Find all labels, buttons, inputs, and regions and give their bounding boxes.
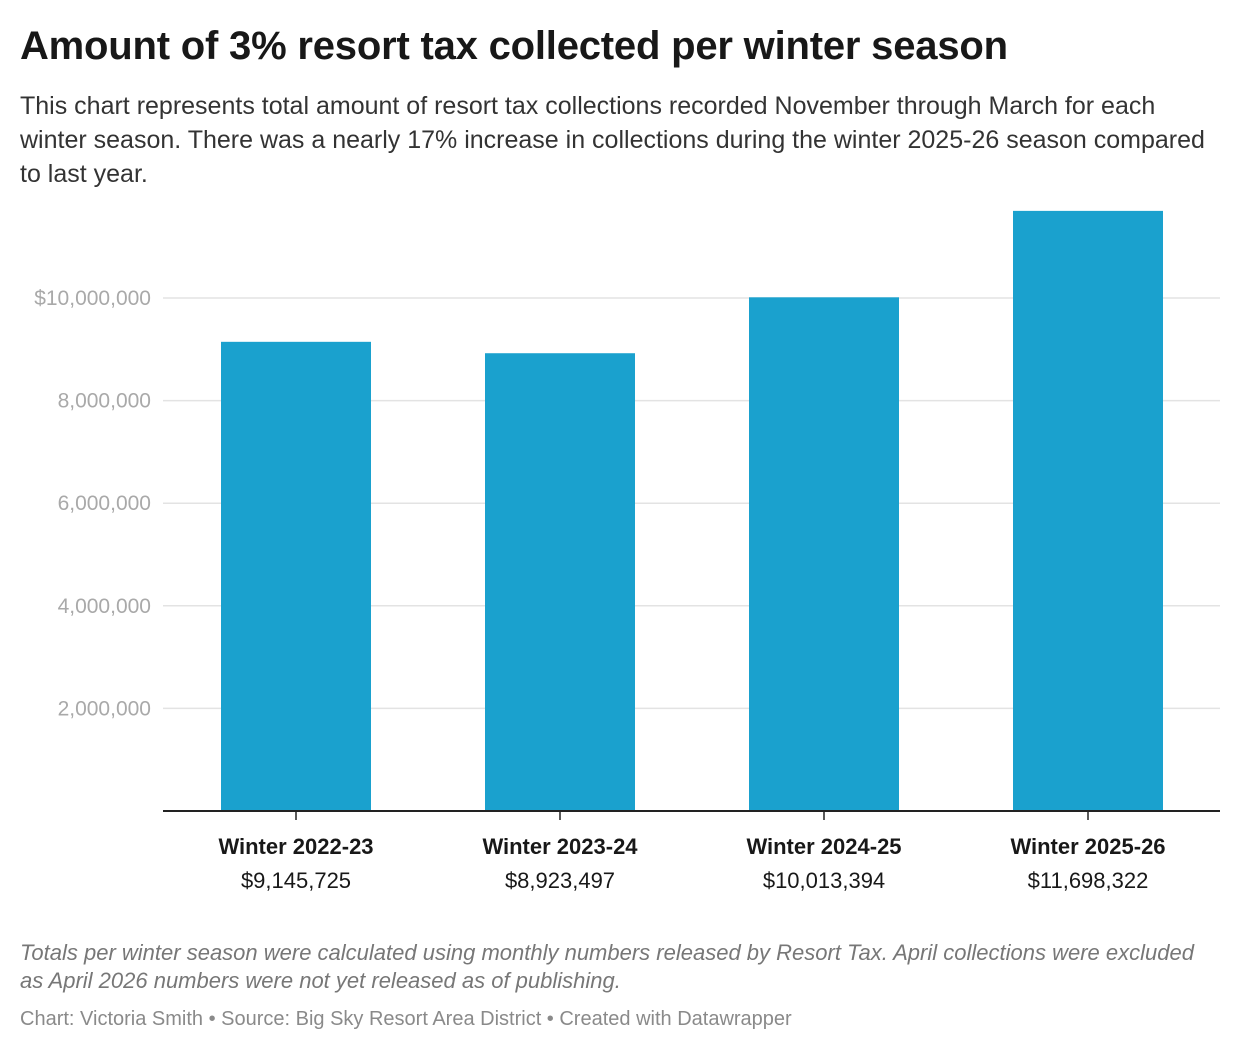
x-axis (163, 810, 1220, 820)
bar (1013, 210, 1163, 811)
y-tick-label: 8,000,000 (58, 390, 151, 413)
chart-note: Totals per winter season were calculated… (20, 940, 1194, 993)
bar (749, 297, 899, 812)
y-tick-label: 2,000,000 (58, 697, 151, 720)
bar (485, 353, 635, 811)
x-category-label: Winter 2024-25 (746, 834, 901, 859)
chart-footer: Chart: Victoria Smith • Source: Big Sky … (20, 1008, 792, 1030)
x-category-label: Winter 2023-24 (482, 834, 638, 859)
bar-value-label: $9,145,725 (241, 868, 351, 893)
chart-title: Amount of 3% resort tax collected per wi… (20, 24, 1008, 68)
bar (221, 341, 371, 811)
chart-subtitle: This chart represents total amount of re… (20, 92, 1205, 188)
x-category-label: Winter 2025-26 (1010, 834, 1165, 859)
x-category-label: Winter 2022-23 (218, 834, 373, 859)
y-tick-label: 4,000,000 (58, 595, 151, 618)
y-tick-label: 6,000,000 (58, 492, 151, 515)
bar-value-label: $8,923,497 (505, 868, 615, 893)
y-tick-label: $10,000,000 (34, 287, 151, 310)
bar-value-label: $11,698,322 (1028, 868, 1149, 893)
bar-value-label: $10,013,394 (763, 868, 885, 893)
labels: 2,000,000 4,000,000 6,000,000 8,000,000 $10,… (34, 287, 1165, 893)
bars (221, 210, 1163, 812)
